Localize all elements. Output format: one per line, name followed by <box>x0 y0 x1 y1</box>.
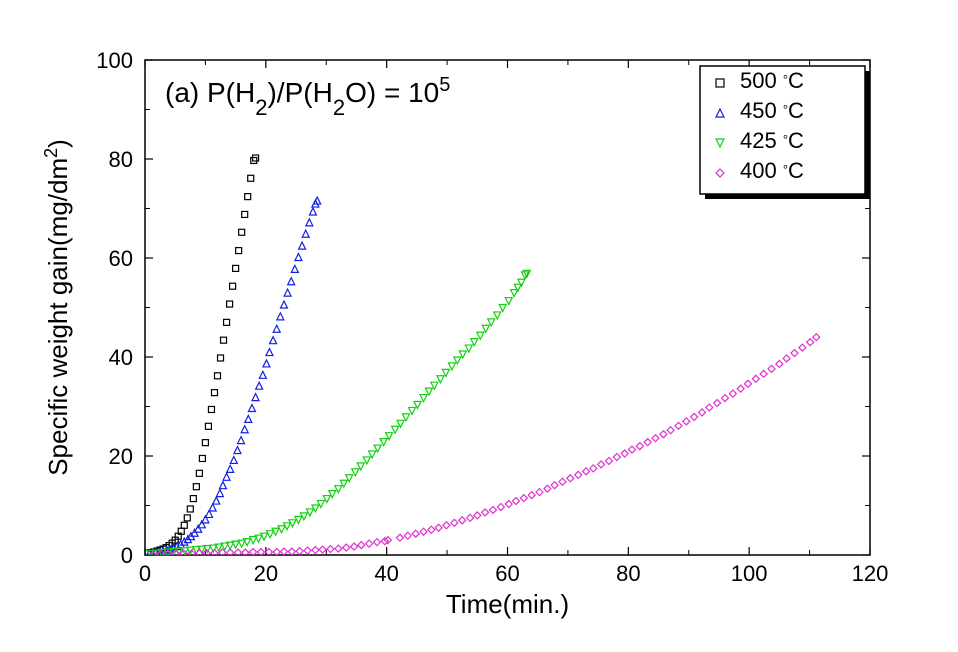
x-tick-label: 40 <box>374 561 398 586</box>
y-tick-label: 20 <box>109 444 133 469</box>
y-tick-label: 80 <box>109 147 133 172</box>
y-tick-label: 0 <box>121 543 133 568</box>
legend-label: 400 °C <box>740 158 804 183</box>
x-tick-label: 60 <box>495 561 519 586</box>
x-tick-label: 80 <box>616 561 640 586</box>
y-tick-label: 40 <box>109 345 133 370</box>
y-tick-label: 100 <box>96 48 133 73</box>
x-axis-title: Time(min.) <box>446 589 569 619</box>
y-tick-label: 60 <box>109 246 133 271</box>
x-tick-label: 20 <box>254 561 278 586</box>
legend-label: 500 °C <box>740 68 804 93</box>
chart-container: 0 20 40 60 80 100 120 0 20 40 60 80 100 Time(min.) Spe… <box>0 0 958 652</box>
legend-label: 425 °C <box>740 128 804 153</box>
x-tick-label: 120 <box>852 561 889 586</box>
x-tick-label: 100 <box>731 561 768 586</box>
x-tick-label: 0 <box>139 561 151 586</box>
legend-label: 450 °C <box>740 98 804 123</box>
y-axis-title: Specific weight gain(mg/dm2) <box>41 139 73 476</box>
chart-svg: 0 20 40 60 80 100 120 0 20 40 60 80 100 Time(min.) Spe… <box>0 0 958 652</box>
